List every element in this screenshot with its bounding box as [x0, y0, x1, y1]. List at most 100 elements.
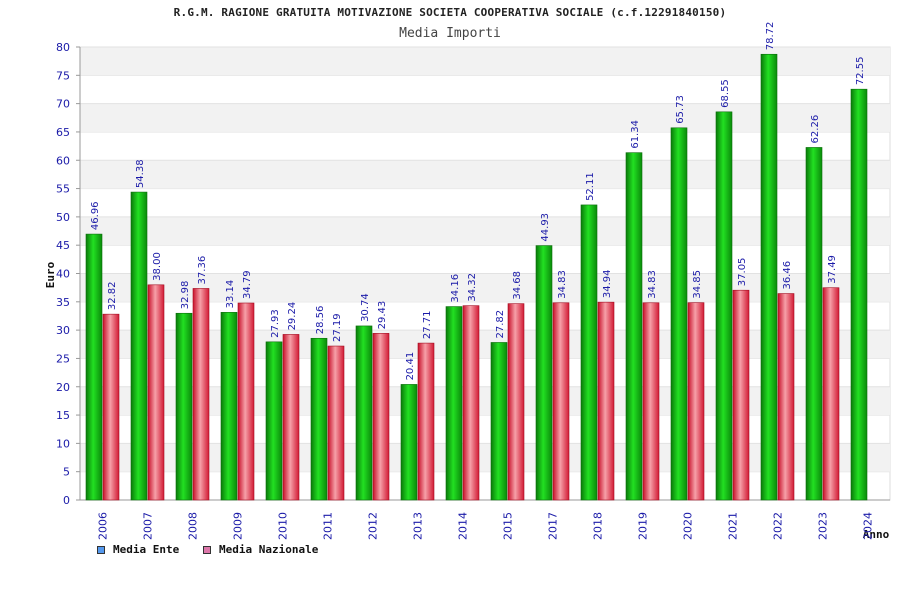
data-label-media-ente-2006: 46.96: [90, 201, 101, 230]
data-label-media-ente-2009: 33.14: [225, 280, 236, 309]
data-label-media-nazionale-2018: 34.94: [602, 270, 613, 299]
y-tick-label: 20: [56, 381, 70, 394]
data-label-media-nazionale-2020: 34.85: [692, 270, 703, 299]
data-label-media-ente-2008: 32.98: [180, 281, 191, 310]
grid-band: [80, 273, 890, 302]
grid-band: [80, 47, 890, 76]
bar-media-nazionale-2008: [192, 288, 210, 501]
grid-band: [80, 216, 890, 246]
y-tick-label: 35: [56, 296, 70, 309]
bar-media-ente-2017: [535, 245, 553, 501]
bar-media-nazionale-2015: [507, 303, 525, 501]
data-label-media-ente-2022: 78.72: [765, 22, 776, 51]
bar-media-nazionale-2007: [147, 284, 165, 501]
y-tick-label: 25: [56, 352, 70, 365]
y-tick-label: 65: [56, 126, 70, 139]
legend-swatch-media-nazionale: [203, 545, 211, 554]
data-label-media-nazionale-2008: 37.36: [197, 256, 208, 285]
data-label-media-ente-2014: 34.16: [450, 274, 461, 303]
y-tick-label: 75: [56, 69, 70, 82]
bar-media-ente-2006: [85, 233, 103, 501]
bar-media-nazionale-2020: [687, 302, 705, 501]
bar-media-ente-2023: [805, 147, 823, 501]
bar-media-nazionale-2019: [642, 302, 660, 501]
x-tick-label-2015: 2015: [502, 512, 515, 540]
data-label-media-ente-2015: 27.82: [495, 310, 506, 339]
data-label-media-ente-2017: 44.93: [540, 213, 551, 242]
y-tick-label: 55: [56, 183, 70, 196]
bar-media-ente-2018: [580, 204, 598, 501]
data-label-media-ente-2010: 27.93: [270, 309, 281, 338]
x-tick-label-2024: 2024: [862, 512, 875, 540]
bar-media-nazionale-2018: [597, 301, 615, 501]
bar-media-nazionale-2010: [282, 334, 300, 501]
y-tick-label: 40: [56, 268, 70, 281]
legend-label-media-nazionale: Media Nazionale: [219, 543, 319, 556]
legend-item-media-ente: Media Ente: [97, 543, 179, 556]
data-label-media-ente-2024: 72.55: [855, 57, 866, 86]
x-tick-label-2020: 2020: [682, 512, 695, 540]
chart-subtitle: Media Importi: [399, 26, 501, 41]
data-label-media-nazionale-2013: 27.71: [422, 310, 433, 339]
bar-media-nazionale-2021: [732, 289, 750, 501]
data-label-media-ente-2013: 20.41: [405, 352, 416, 381]
x-tick-label-2012: 2012: [367, 512, 380, 540]
legend-item-media-nazionale: Media Nazionale: [203, 543, 318, 556]
data-label-media-nazionale-2006: 32.82: [107, 282, 118, 311]
bar-media-nazionale-2011: [327, 345, 345, 501]
legend-swatch-media-ente: [97, 545, 105, 554]
bar-media-ente-2012: [355, 325, 373, 501]
data-label-media-nazionale-2011: 27.19: [332, 313, 343, 342]
data-label-media-ente-2019: 61.34: [630, 120, 641, 149]
bar-media-nazionale-2017: [552, 302, 570, 501]
bar-media-ente-2010: [265, 341, 283, 501]
data-label-media-ente-2020: 65.73: [675, 95, 686, 124]
y-tick-label: 45: [56, 239, 70, 252]
y-tick-label: 5: [63, 466, 70, 479]
data-label-media-ente-2011: 28.56: [315, 306, 326, 335]
x-tick-label-2014: 2014: [457, 512, 470, 540]
y-tick-label: 60: [56, 154, 70, 167]
data-label-media-nazionale-2017: 34.83: [557, 270, 568, 299]
data-label-media-nazionale-2014: 34.32: [467, 273, 478, 302]
bar-media-ente-2014: [445, 306, 463, 501]
bar-media-nazionale-2006: [102, 313, 120, 501]
bar-media-nazionale-2022: [777, 293, 795, 501]
data-label-media-ente-2021: 68.55: [720, 79, 731, 108]
chart-title: R.G.M. RAGIONE GRATUITA MOTIVAZIONE SOCI…: [173, 6, 727, 19]
x-tick-label-2021: 2021: [727, 512, 740, 540]
x-tick-label-2011: 2011: [322, 512, 335, 540]
y-tick-label: 70: [56, 98, 70, 111]
grid-band: [80, 160, 890, 189]
y-tick-label: 80: [56, 41, 70, 54]
data-label-media-nazionale-2015: 34.68: [512, 271, 523, 300]
data-label-media-nazionale-2021: 37.05: [737, 258, 748, 287]
legend-label-media-ente: Media Ente: [113, 543, 180, 556]
x-tick-label-2006: 2006: [97, 512, 110, 540]
bar-media-ente-2009: [220, 312, 238, 501]
bar-media-ente-2011: [310, 337, 328, 501]
data-label-media-ente-2023: 62.26: [810, 115, 821, 144]
bar-media-nazionale-2013: [417, 342, 435, 501]
x-tick-label-2007: 2007: [142, 512, 155, 540]
x-tick-label-2023: 2023: [817, 512, 830, 540]
x-tick-label-2010: 2010: [277, 512, 290, 540]
x-tick-label-2017: 2017: [547, 512, 560, 540]
grid-band: [80, 386, 890, 416]
data-label-media-nazionale-2007: 38.00: [152, 252, 163, 281]
bar-media-ente-2015: [490, 342, 508, 501]
bar-media-ente-2008: [175, 312, 193, 501]
data-label-media-ente-2012: 30.74: [360, 293, 371, 322]
x-axis-label: Anno: [863, 528, 890, 541]
x-tick-label-2019: 2019: [637, 512, 650, 540]
data-label-media-nazionale-2023: 37.49: [827, 255, 838, 284]
data-label-media-nazionale-2019: 34.83: [647, 270, 658, 299]
bar-media-ente-2022: [760, 53, 778, 501]
x-tick-label-2009: 2009: [232, 512, 245, 540]
data-label-media-nazionale-2012: 29.43: [377, 301, 388, 330]
y-tick-label: 10: [56, 437, 70, 450]
bar-media-ente-2013: [400, 384, 418, 501]
data-label-media-ente-2007: 54.38: [135, 159, 146, 188]
bar-media-ente-2021: [715, 111, 733, 501]
